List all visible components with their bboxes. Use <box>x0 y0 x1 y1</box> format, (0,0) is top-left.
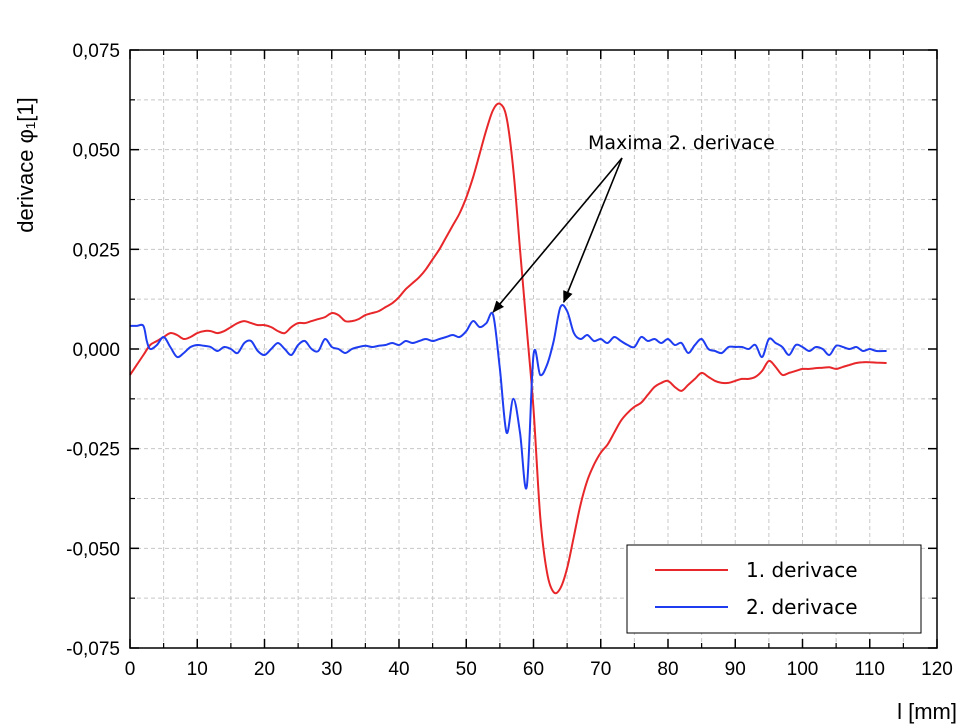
ticks: 0 10 20 30 40 50 60 70 80 90 100 110 120 -0,075 -0,050… <box>66 41 953 680</box>
legend-label-series-1: 1. derivace <box>746 558 858 582</box>
x-tick-label: 10 <box>187 659 208 680</box>
x-tick-label: 30 <box>321 659 342 680</box>
x-tick-label: 20 <box>254 659 275 680</box>
x-tick-label: 40 <box>388 659 409 680</box>
series-line-1 <box>129 102 887 595</box>
x-tick-label: 110 <box>855 659 885 680</box>
series-line-2 <box>130 304 887 490</box>
x-tick-label: 80 <box>657 659 678 680</box>
annotation-text: Maxima 2. derivace <box>588 132 775 154</box>
x-axis-title: l [mm] <box>897 699 957 724</box>
annotation-arrow-2 <box>563 157 623 304</box>
y-tick-label: 0,050 <box>72 141 120 162</box>
y-tick-label: 0,025 <box>72 240 120 261</box>
y-tick-label: 0,075 <box>72 41 120 62</box>
legend-box <box>626 544 922 634</box>
annotation: Maxima 2. derivace <box>492 132 775 313</box>
x-tick-label: 90 <box>725 659 746 680</box>
annotation-arrow-1 <box>492 157 623 313</box>
y-axis-title: derivace φ₁[1] <box>13 97 38 232</box>
legend: 1. derivace 2. derivace <box>626 544 922 634</box>
x-tick-label: 50 <box>456 659 477 680</box>
x-tick-label: 120 <box>921 659 953 680</box>
x-tick-label: 0 <box>125 659 136 680</box>
x-tick-label: 100 <box>787 659 819 680</box>
legend-label-series-2: 2. derivace <box>746 595 858 619</box>
y-tick-label: -0,075 <box>66 639 120 660</box>
series-layer <box>129 102 887 595</box>
y-tick-label: -0,050 <box>66 539 120 560</box>
x-tick-label: 60 <box>523 659 544 680</box>
y-axis-title-group: derivace φ₁[1] <box>13 97 38 232</box>
y-tick-label: 0,000 <box>72 340 120 361</box>
x-tick-label: 70 <box>590 659 611 680</box>
y-tick-label: -0,025 <box>66 440 120 461</box>
